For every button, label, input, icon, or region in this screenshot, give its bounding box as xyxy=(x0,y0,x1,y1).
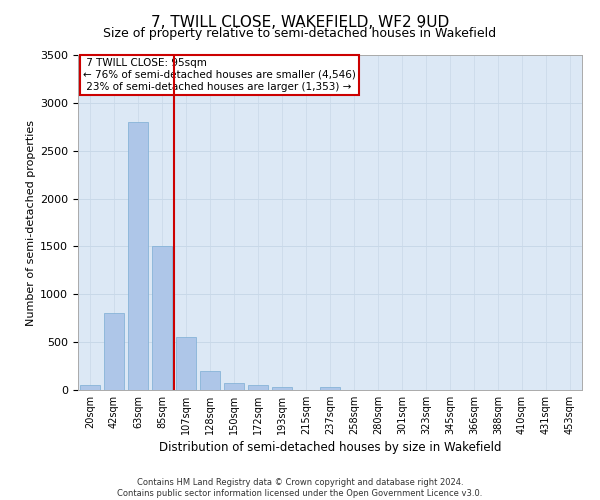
Bar xyxy=(248,385,268,390)
Text: Contains HM Land Registry data © Crown copyright and database right 2024.
Contai: Contains HM Land Registry data © Crown c… xyxy=(118,478,482,498)
Bar xyxy=(80,385,100,390)
Bar xyxy=(104,314,124,390)
Y-axis label: Number of semi-detached properties: Number of semi-detached properties xyxy=(26,120,36,326)
Text: Size of property relative to semi-detached houses in Wakefield: Size of property relative to semi-detach… xyxy=(103,28,497,40)
Bar xyxy=(200,371,220,390)
Bar xyxy=(320,387,340,390)
Bar xyxy=(272,387,292,390)
Bar xyxy=(224,383,244,390)
X-axis label: Distribution of semi-detached houses by size in Wakefield: Distribution of semi-detached houses by … xyxy=(159,441,501,454)
Bar xyxy=(128,122,148,390)
Bar xyxy=(152,246,172,390)
Bar xyxy=(176,338,196,390)
Text: 7 TWILL CLOSE: 95sqm
← 76% of semi-detached houses are smaller (4,546)
 23% of s: 7 TWILL CLOSE: 95sqm ← 76% of semi-detac… xyxy=(83,58,356,92)
Text: 7, TWILL CLOSE, WAKEFIELD, WF2 9UD: 7, TWILL CLOSE, WAKEFIELD, WF2 9UD xyxy=(151,15,449,30)
